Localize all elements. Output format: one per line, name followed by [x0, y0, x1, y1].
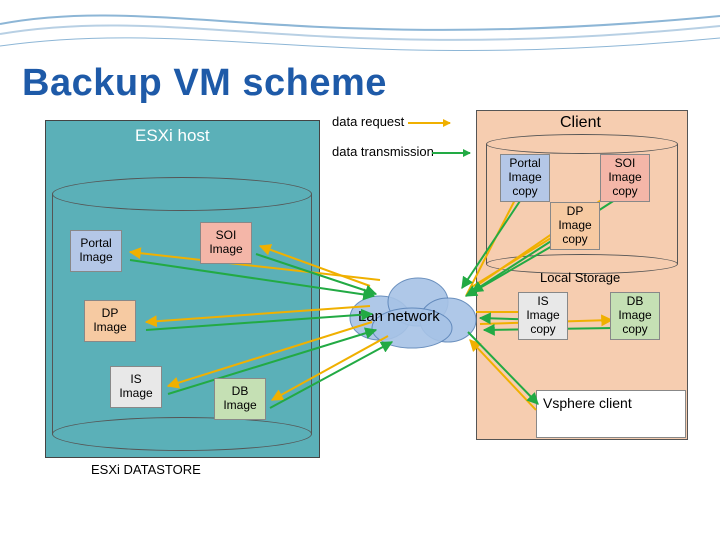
page-title: Backup VM scheme	[22, 62, 387, 105]
db-copy: DBImagecopy	[610, 292, 660, 340]
dp-image: DPImage	[84, 300, 136, 342]
local-storage-label: Local Storage	[540, 270, 620, 285]
soi-copy: SOIImagecopy	[600, 154, 650, 202]
lan-network-label: Lan network	[358, 308, 440, 325]
portal-image: PortalImage	[70, 230, 122, 272]
vsphere-client-label: Vsphere client	[543, 395, 632, 411]
client-label: Client	[560, 114, 601, 132]
soi-image: SOIImage	[200, 222, 252, 264]
dp-copy: DPImagecopy	[550, 202, 600, 250]
top-wave-decor	[0, 0, 720, 70]
esxi-host-label: ESXi host	[135, 126, 210, 146]
title-text: Backup VM scheme	[22, 62, 387, 104]
is-image: ISImage	[110, 366, 162, 408]
legend-transmission-arrow	[432, 152, 470, 154]
legend-transmission-label: data transmission	[332, 144, 434, 159]
portal-copy: PortalImagecopy	[500, 154, 550, 202]
legend-request-label: data request	[332, 114, 404, 129]
is-copy: ISImagecopy	[518, 292, 568, 340]
esxi-datastore-label: ESXi DATASTORE	[91, 462, 201, 477]
db-image: DBImage	[214, 378, 266, 420]
diagram-canvas: ESXi host ESXi DATASTORE Client Local St…	[0, 110, 720, 540]
vsphere-client-box: Vsphere client	[536, 390, 686, 438]
legend-request-arrow	[408, 122, 450, 124]
